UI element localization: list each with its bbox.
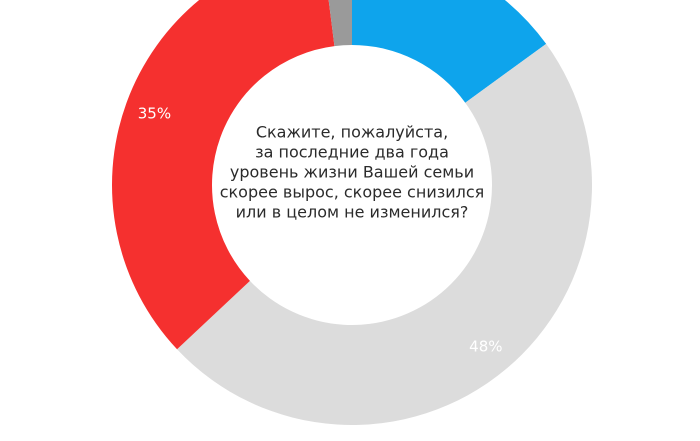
question-line: или в целом не изменился? xyxy=(236,203,469,222)
value-label: 35% xyxy=(138,104,171,122)
question-line: скорее вырос, скорее снизился xyxy=(220,183,485,202)
donut-segment xyxy=(112,0,335,350)
donut-segment xyxy=(177,43,592,425)
value-label: 48% xyxy=(469,337,502,355)
question-line: Скажите, пожалуйста, xyxy=(256,123,448,142)
donut-segment xyxy=(328,0,352,47)
question-line: уровень жизни Вашей семьи xyxy=(230,163,474,182)
question-line: за последние два года xyxy=(255,143,449,162)
donut-segment xyxy=(352,0,547,103)
